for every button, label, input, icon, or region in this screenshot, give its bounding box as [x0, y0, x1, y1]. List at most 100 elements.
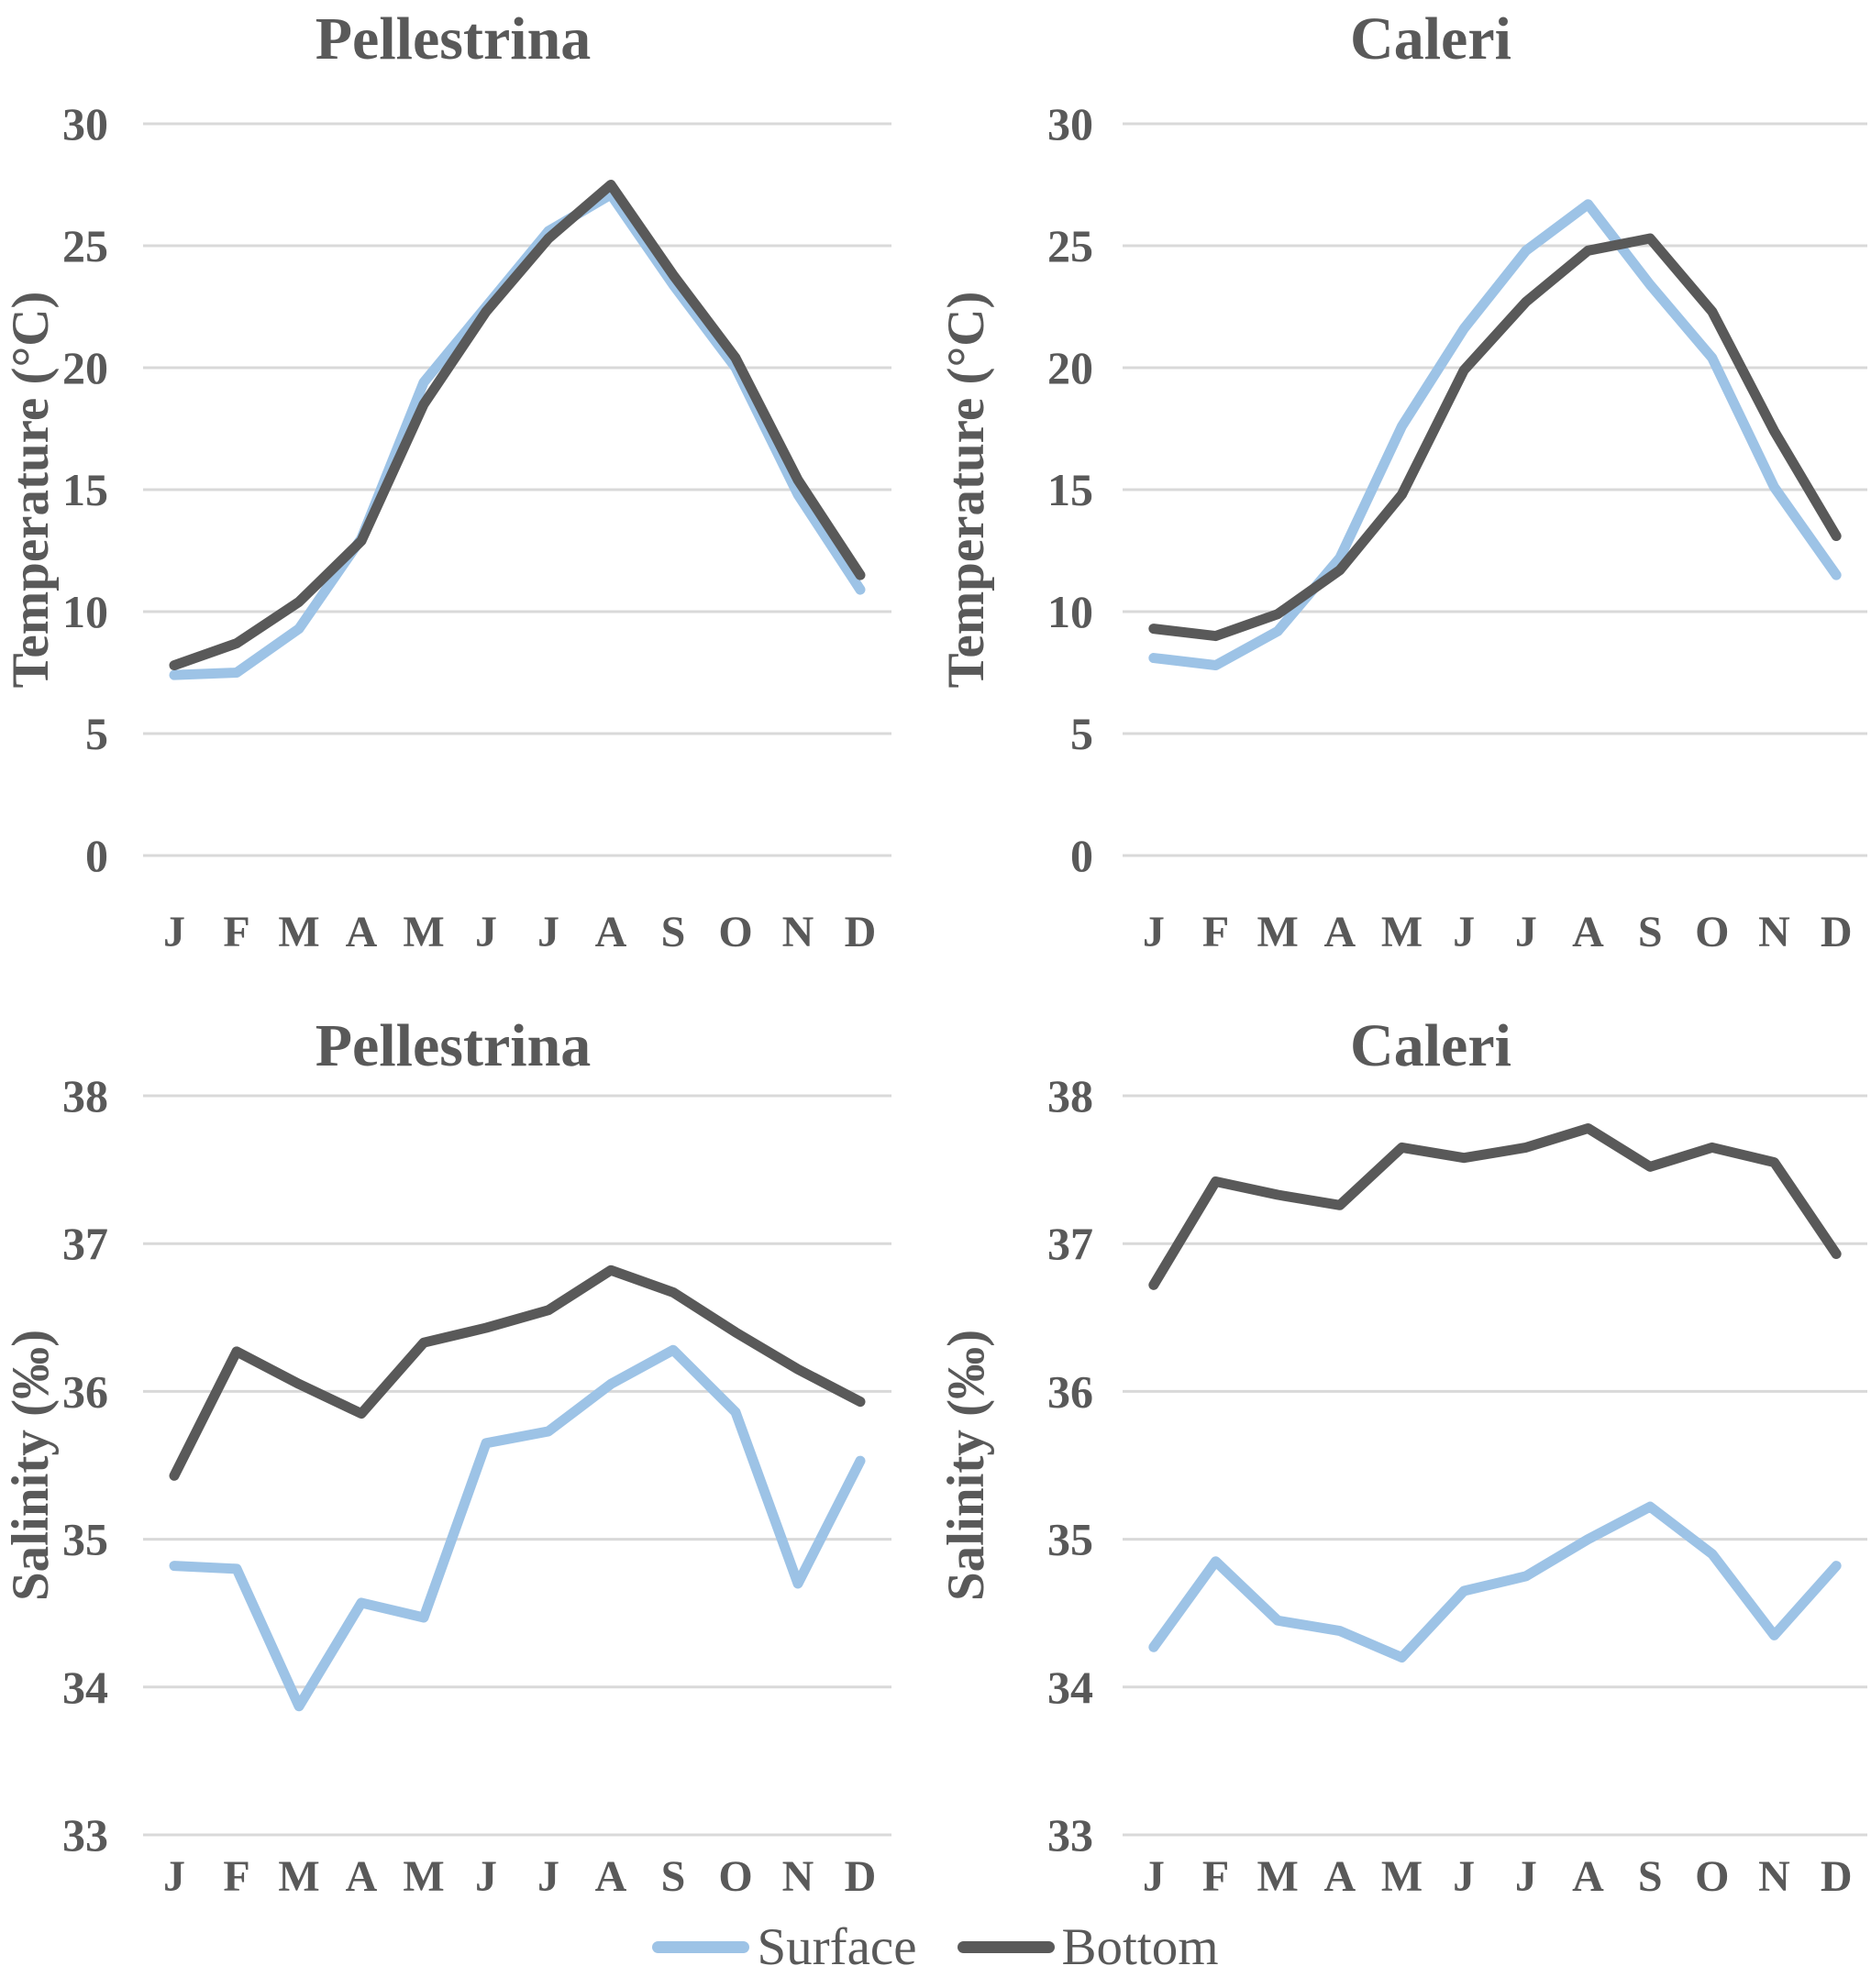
surface-line-swatch: [652, 1940, 750, 1953]
x-tick-label: J: [537, 1852, 559, 1901]
y-axis-label: Salinity (‰): [937, 1330, 995, 1601]
x-tick-label: N: [782, 908, 814, 956]
x-tick-label: S: [1638, 1852, 1663, 1901]
legend-item-surface: Surface: [652, 1917, 917, 1976]
x-tick-label: A: [1323, 1852, 1356, 1901]
x-tick-label: A: [346, 908, 378, 956]
y-tick-label: 20: [1047, 342, 1093, 393]
series-line-bottom: [1148, 233, 1842, 642]
y-tick-label: 30: [62, 98, 108, 149]
y-tick-label: 5: [85, 708, 108, 759]
y-tick-label: 34: [62, 1662, 108, 1713]
y-tick-label: 25: [1047, 220, 1093, 271]
y-tick-label: 34: [1047, 1662, 1093, 1713]
x-tick-label: M: [278, 1852, 319, 1901]
x-tick-label: J: [1453, 1852, 1475, 1901]
y-axis-label: Salinity (‰): [2, 1330, 60, 1601]
x-tick-label: J: [163, 1852, 185, 1901]
y-tick-label: 5: [1070, 708, 1093, 759]
x-tick-label: D: [845, 908, 877, 956]
y-tick-label: 25: [62, 220, 108, 271]
y-tick-label: 38: [62, 1070, 108, 1121]
y-tick-label: 37: [62, 1218, 108, 1269]
y-tick-label: 33: [1047, 1809, 1093, 1861]
x-tick-label: J: [1515, 908, 1537, 956]
y-tick-label: 0: [1070, 830, 1093, 881]
x-tick-label: N: [782, 1852, 814, 1901]
bottom-line-swatch: [957, 1940, 1055, 1953]
y-tick-label: 20: [62, 342, 108, 393]
series-line-surface: [1148, 199, 1842, 671]
chart-title: Pellestrina: [316, 6, 592, 72]
x-tick-label: F: [223, 908, 249, 956]
chart-title: Pellestrina: [316, 1012, 592, 1079]
x-tick-label: J: [475, 908, 497, 956]
x-tick-label: F: [223, 1852, 249, 1901]
x-tick-label: N: [1758, 1852, 1790, 1901]
x-tick-label: M: [1257, 908, 1299, 956]
series-line-bottom: [169, 180, 866, 671]
x-tick-label: N: [1758, 908, 1790, 956]
x-tick-label: A: [1323, 908, 1356, 956]
x-tick-label: D: [1821, 908, 1853, 956]
chart-salinity-pellestrina: 33 34 35 36 37 38 J F M A M J J A S O N D Pellestrina Salin…: [0, 979, 936, 1905]
x-tick-label: O: [718, 1852, 752, 1901]
chart-temperature-pellestrina: 0 5 10 15 20 25 30 J F M A M J J A S O N D Pellestrina Tempe…: [0, 0, 936, 979]
legend-label-bottom: Bottom: [1061, 1917, 1219, 1976]
x-tick-label: J: [1143, 1852, 1165, 1901]
x-tick-label: O: [718, 908, 752, 956]
x-tick-label: S: [661, 908, 686, 956]
x-tick-label: S: [1638, 908, 1663, 956]
legend-item-bottom: Bottom: [957, 1917, 1219, 1976]
x-tick-label: A: [1572, 1852, 1604, 1901]
chart-salinity-caleri: 33 34 35 36 37 38 J F M A M J J A S O N D Caleri Salinity (…: [936, 979, 1871, 1905]
x-tick-label: J: [475, 1852, 497, 1901]
x-tick-label: D: [845, 1852, 877, 1901]
y-tick-label: 37: [1047, 1218, 1093, 1269]
chart-panel: 0 5 10 15 20 25 30 J F M A M J J A S O N D Pellestrina Tempe…: [0, 0, 1871, 1905]
y-tick-label: 35: [62, 1514, 108, 1565]
x-tick-label: A: [346, 1852, 378, 1901]
x-tick-label: M: [403, 1852, 444, 1901]
y-tick-label: 36: [62, 1365, 108, 1417]
x-tick-label: F: [1202, 908, 1229, 956]
x-tick-label: A: [595, 908, 627, 956]
y-tick-label: 0: [85, 830, 108, 881]
x-tick-label: A: [595, 1852, 627, 1901]
y-tick-label: 15: [62, 464, 108, 515]
x-tick-label: J: [1143, 908, 1165, 956]
y-tick-label: 35: [1047, 1514, 1093, 1565]
x-tick-label: M: [1381, 908, 1423, 956]
x-tick-label: M: [1381, 1852, 1423, 1901]
x-tick-label: O: [1695, 908, 1729, 956]
chart-title: Caleri: [1350, 1012, 1511, 1079]
x-tick-label: J: [163, 908, 185, 956]
x-tick-label: M: [278, 908, 319, 956]
series-line-bottom: [1148, 1122, 1842, 1290]
series-line-surface: [1148, 1501, 1842, 1663]
y-tick-label: 30: [1047, 98, 1093, 149]
x-tick-label: F: [1202, 1852, 1229, 1901]
legend-label-surface: Surface: [757, 1917, 917, 1976]
y-tick-label: 36: [1047, 1365, 1093, 1417]
y-tick-label: 10: [1047, 586, 1093, 637]
x-tick-label: D: [1821, 1852, 1853, 1901]
chart-temperature-caleri: 0 5 10 15 20 25 30 J F M A M J J A S O N D Caleri Temperatur…: [936, 0, 1871, 979]
x-tick-label: J: [1453, 908, 1475, 956]
y-tick-label: 10: [62, 586, 108, 637]
y-tick-label: 33: [62, 1809, 108, 1861]
x-tick-label: O: [1695, 1852, 1729, 1901]
x-tick-label: M: [403, 908, 444, 956]
y-tick-label: 38: [1047, 1070, 1093, 1121]
x-tick-label: J: [537, 908, 559, 956]
chart-title: Caleri: [1350, 6, 1511, 72]
series-line-surface: [169, 189, 866, 680]
y-axis-label: Temperature (°C): [2, 292, 60, 689]
y-axis-label: Temperature (°C): [937, 292, 995, 689]
x-tick-label: M: [1257, 1852, 1299, 1901]
x-tick-label: J: [1515, 1852, 1537, 1901]
